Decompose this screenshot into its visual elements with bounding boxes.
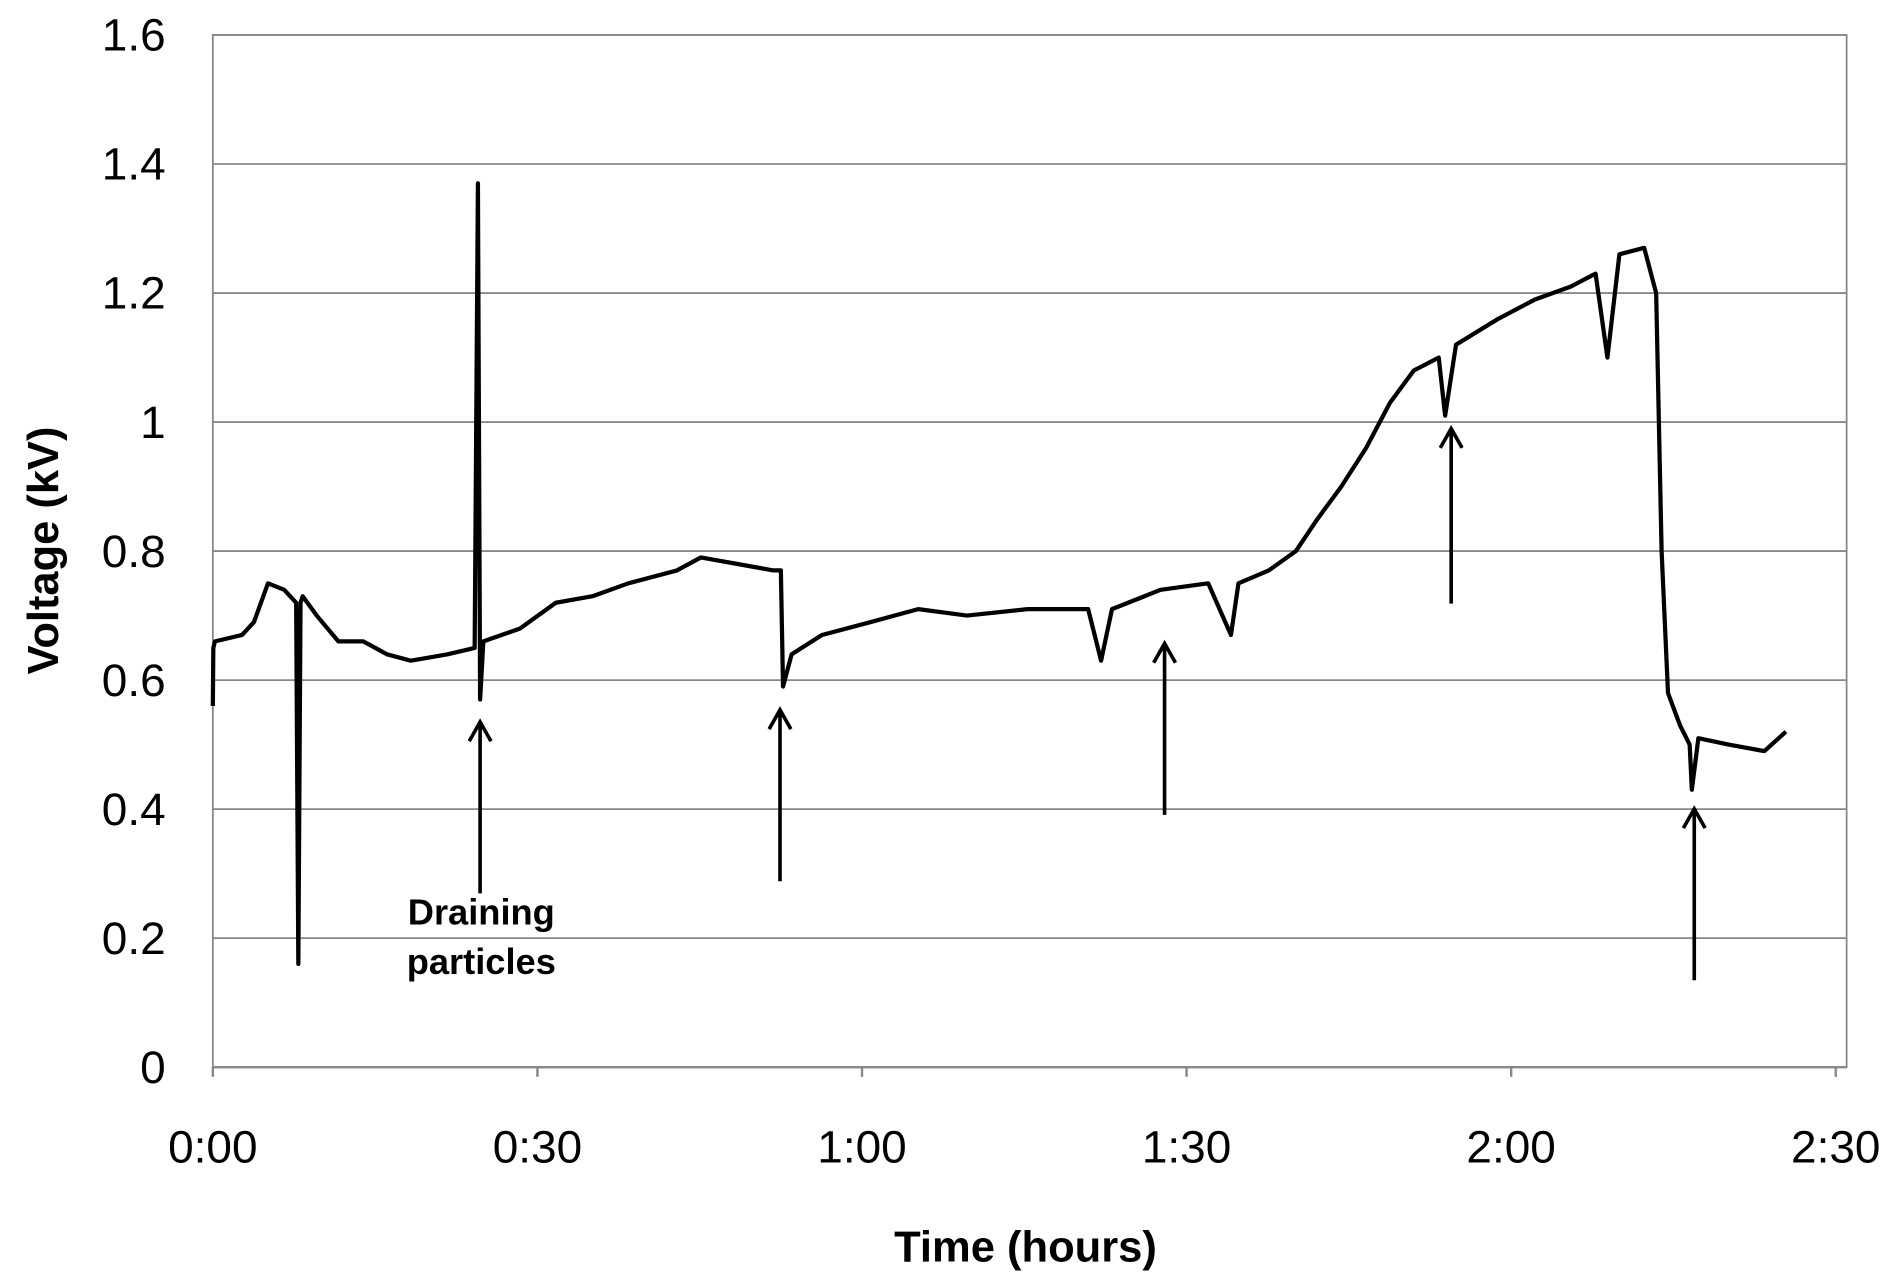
- arrow: [1152, 639, 1178, 815]
- y-tick-label: 0.8: [102, 525, 166, 577]
- y-tick-label: 0.6: [102, 654, 166, 706]
- data-line: [210, 181, 1788, 967]
- annotation: Draining: [408, 892, 555, 933]
- y-tick-label: 0.4: [102, 783, 166, 835]
- x-tick-label: 1:00: [817, 1121, 906, 1173]
- y-tick-label: 1: [140, 396, 166, 448]
- x-tick-label: 2:00: [1466, 1121, 1555, 1173]
- y-tick-label: 1.6: [102, 9, 166, 61]
- x-tick-label: 2:30: [1791, 1121, 1880, 1173]
- y-axis-title: Voltage (kV): [20, 427, 68, 675]
- arrows: [467, 424, 1707, 981]
- y-tick-label: 1.2: [102, 267, 166, 319]
- y-tick-label: 1.4: [102, 138, 166, 190]
- annotation: particles: [407, 941, 556, 982]
- x-tick-label: 1:30: [1142, 1121, 1231, 1173]
- arrow: [1438, 424, 1464, 604]
- arrow: [767, 706, 793, 882]
- x-axis-title: Time (hours): [894, 1224, 1157, 1272]
- y-tick-label: 0: [140, 1041, 166, 1093]
- arrow: [1681, 805, 1707, 981]
- series: [210, 181, 1788, 967]
- x-tick-label: 0:30: [493, 1121, 582, 1173]
- y-tick-label: 0.2: [102, 912, 166, 964]
- axes: 0 0.2 0.4 0.6 0.8 1 1.2 1.4 1.6 0:00 0:30 1:00 1:30 2…: [102, 9, 1881, 1173]
- x-tick-label: 0:00: [168, 1121, 257, 1173]
- arrow: [467, 718, 493, 894]
